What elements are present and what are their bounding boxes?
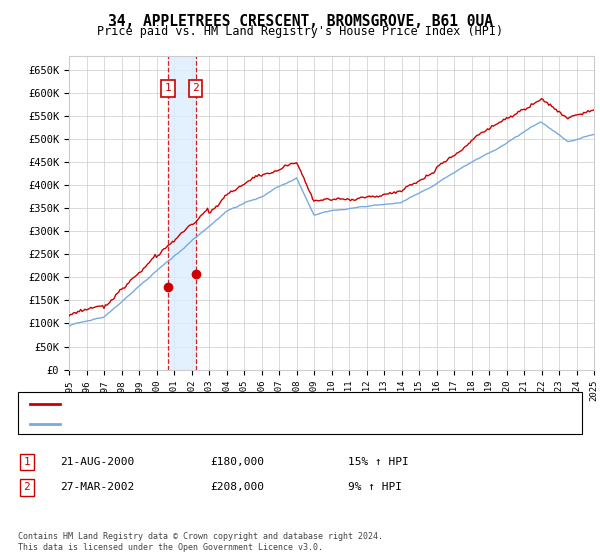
Text: 34, APPLETREES CRESCENT, BROMSGROVE, B61 0UA (detached house): 34, APPLETREES CRESCENT, BROMSGROVE, B61…: [66, 399, 447, 409]
Bar: [168, 56, 196, 370]
Text: 27-MAR-2002: 27-MAR-2002: [60, 482, 134, 492]
Text: 2: 2: [23, 482, 31, 492]
Text: 34, APPLETREES CRESCENT, BROMSGROVE, B61 0UA: 34, APPLETREES CRESCENT, BROMSGROVE, B61…: [107, 14, 493, 29]
Text: 2: 2: [192, 83, 199, 94]
Text: Price paid vs. HM Land Registry's House Price Index (HPI): Price paid vs. HM Land Registry's House …: [97, 25, 503, 38]
Text: £208,000: £208,000: [210, 482, 264, 492]
Text: HPI: Average price, detached house, Bromsgrove: HPI: Average price, detached house, Brom…: [66, 418, 353, 428]
Text: 1: 1: [164, 83, 171, 94]
Text: 1: 1: [23, 457, 31, 467]
Text: 15% ↑ HPI: 15% ↑ HPI: [348, 457, 409, 467]
Text: 21-AUG-2000: 21-AUG-2000: [60, 457, 134, 467]
Text: Contains HM Land Registry data © Crown copyright and database right 2024.
This d: Contains HM Land Registry data © Crown c…: [18, 532, 383, 552]
Text: 9% ↑ HPI: 9% ↑ HPI: [348, 482, 402, 492]
Text: £180,000: £180,000: [210, 457, 264, 467]
